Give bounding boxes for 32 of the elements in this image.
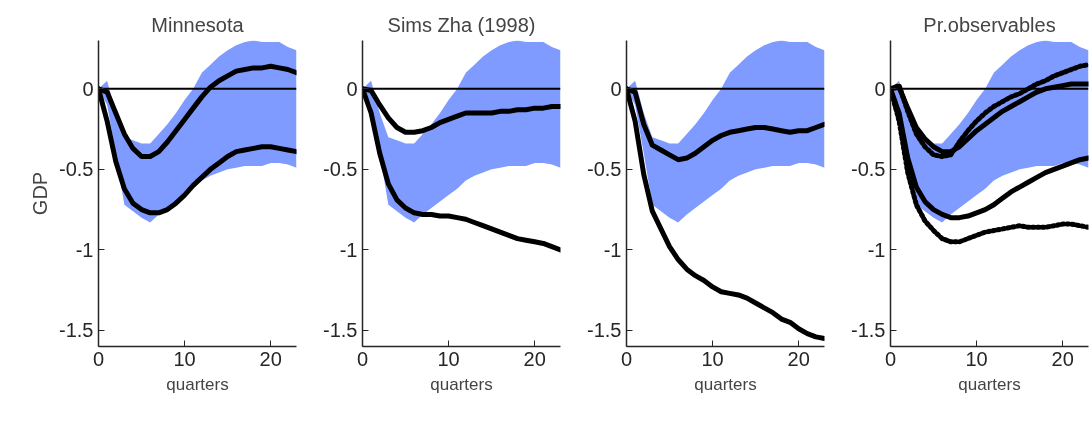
chart-title: Pr.observables bbox=[923, 13, 1056, 36]
x-tick-label: 20 bbox=[259, 347, 282, 370]
y-tick-label: -1.5 bbox=[587, 319, 622, 342]
y-tick-label: 0 bbox=[610, 77, 622, 100]
y-tick-label: -1.5 bbox=[323, 319, 358, 342]
y-tick-label: -1 bbox=[339, 238, 358, 261]
y-tick-label: -0.5 bbox=[587, 158, 622, 181]
x-tick-label: 10 bbox=[701, 347, 724, 370]
y-tick-label: 0 bbox=[82, 77, 94, 100]
x-tick-label: 20 bbox=[787, 347, 810, 370]
y-tick-label: -0.5 bbox=[851, 158, 886, 181]
y-tick-label: -1.5 bbox=[851, 319, 886, 342]
x-axis-title: quarters bbox=[958, 374, 1021, 394]
y-tick-label: 0 bbox=[346, 77, 358, 100]
y-axis-title: GDP bbox=[29, 171, 52, 216]
x-tick-label: 10 bbox=[173, 347, 196, 370]
x-axis-title: quarters bbox=[694, 374, 757, 394]
x-axis-title: quarters bbox=[430, 374, 493, 394]
y-tick-label: -1 bbox=[867, 238, 886, 261]
chart-title: Minnesota bbox=[151, 13, 245, 36]
y-tick-label: -0.5 bbox=[323, 158, 358, 181]
x-tick-label: 20 bbox=[1051, 347, 1074, 370]
chart-title: Sims Zha (1998) bbox=[387, 13, 536, 36]
y-tick-label: 0 bbox=[874, 77, 886, 100]
y-tick-label: -1.5 bbox=[59, 319, 94, 342]
x-tick-label: 20 bbox=[523, 347, 546, 370]
y-tick-label: -1 bbox=[75, 238, 94, 261]
x-tick-label: 10 bbox=[965, 347, 988, 370]
x-tick-label: 10 bbox=[437, 347, 460, 370]
x-axis-title: quarters bbox=[166, 374, 229, 394]
y-tick-label: -0.5 bbox=[59, 158, 94, 181]
y-tick-label: -1 bbox=[603, 238, 622, 261]
